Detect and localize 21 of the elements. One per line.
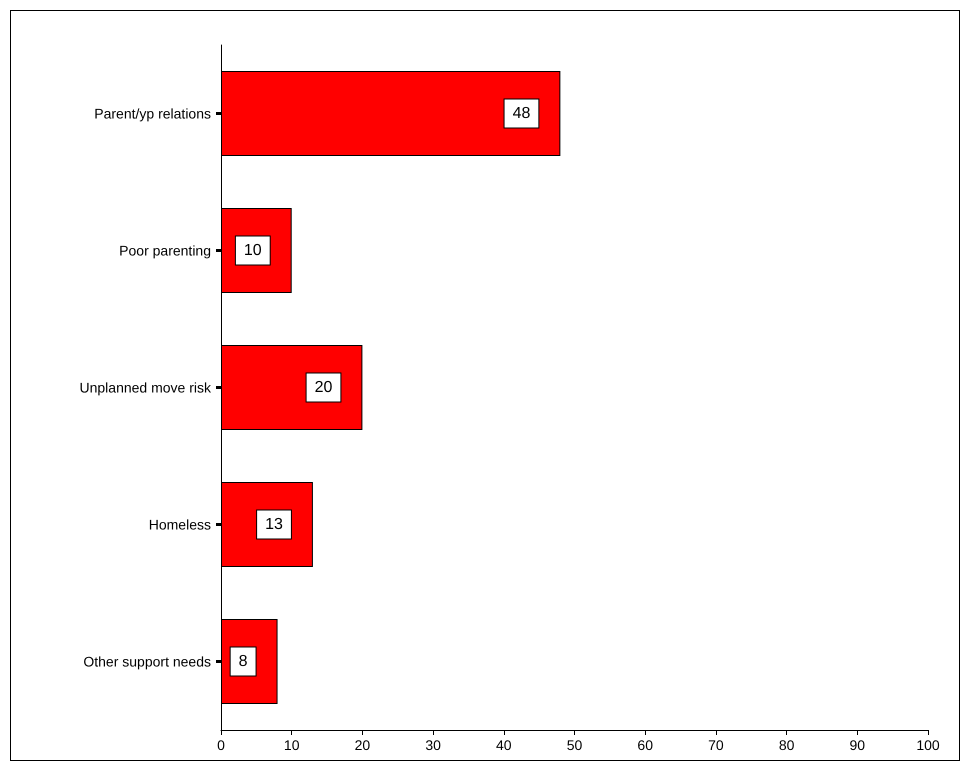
y-tick-label: Poor parenting [119, 242, 211, 258]
x-tick-label: 100 [916, 737, 940, 753]
data-label: 48 [512, 105, 530, 122]
data-label: 10 [244, 242, 262, 259]
x-tick-label: 20 [354, 737, 370, 753]
x-tick-label: 70 [708, 737, 724, 753]
x-tick-label: 80 [778, 737, 795, 753]
data-label: 20 [314, 379, 332, 396]
data-label: 13 [265, 516, 284, 533]
x-tick-label: 40 [496, 737, 512, 753]
x-tick-label: 10 [284, 737, 300, 753]
y-tick-label: Parent/yp relations [94, 106, 211, 122]
x-tick-label: 50 [566, 737, 582, 753]
x-tick-label: 90 [850, 737, 866, 753]
x-tick-label: 30 [425, 737, 442, 753]
y-tick-label: Homeless [148, 516, 211, 532]
x-tick-label: 60 [637, 737, 654, 753]
data-label: 8 [238, 653, 248, 670]
x-tick-label: 0 [217, 737, 226, 753]
y-tick-label: Other support needs [83, 654, 211, 670]
y-tick-label: Unplanned move risk [79, 380, 212, 396]
